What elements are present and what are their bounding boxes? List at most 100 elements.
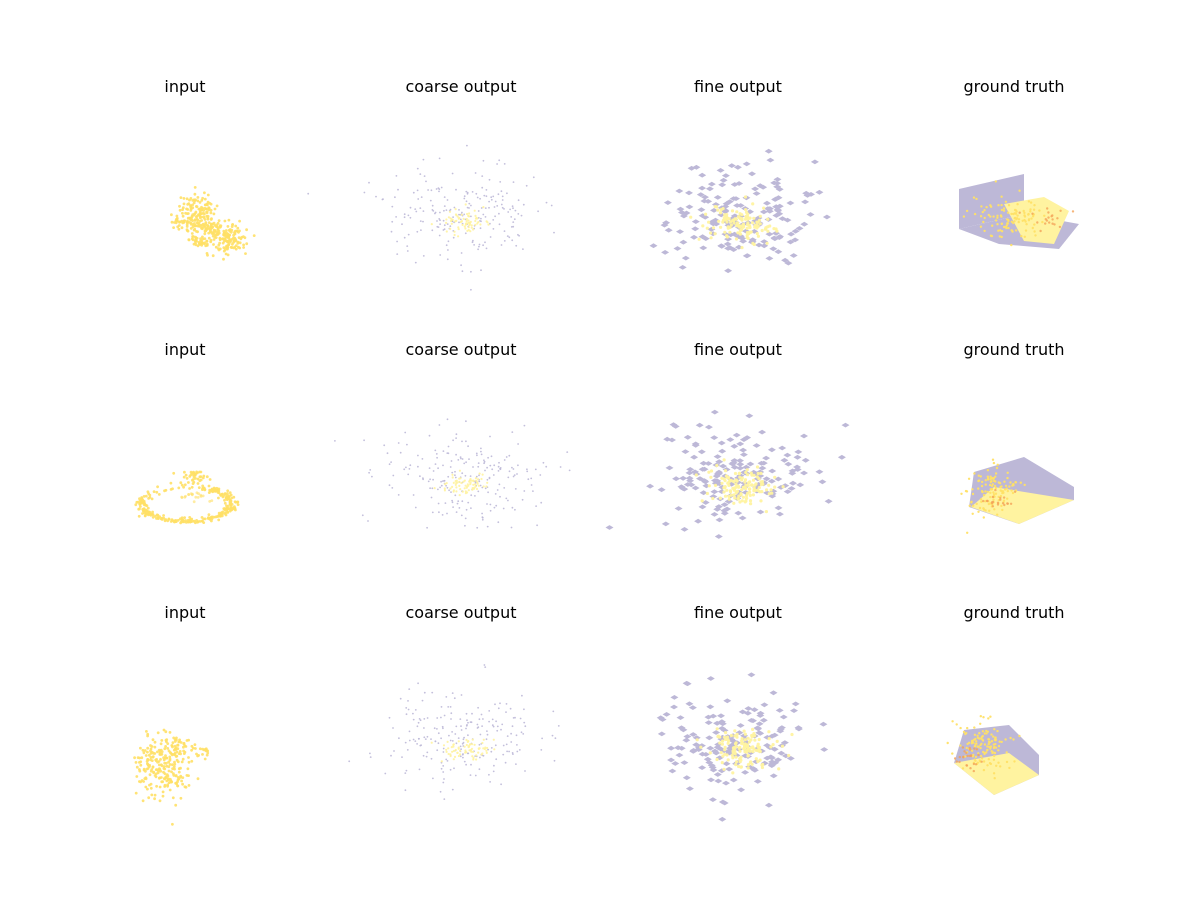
- input-point: [167, 760, 170, 764]
- fine-patch: [730, 182, 739, 187]
- coarse-point: [437, 502, 440, 505]
- coarse-point: [422, 210, 425, 212]
- fine-input-point: [709, 236, 713, 240]
- fine-patch: [672, 476, 681, 482]
- coarse-input-point: [473, 209, 476, 212]
- gt-highlight-point: [977, 753, 980, 757]
- point-cloud-plot: [605, 409, 850, 539]
- fine-patch: [710, 489, 719, 495]
- fine-patch: [704, 714, 713, 720]
- coarse-point: [553, 759, 556, 762]
- fine-patch: [685, 701, 694, 707]
- coarse-point: [512, 225, 515, 228]
- panel-input: input: [70, 340, 300, 554]
- input-point: [203, 218, 207, 221]
- fine-patch: [683, 434, 692, 440]
- coarse-point: [551, 734, 554, 737]
- input-point: [183, 516, 186, 519]
- fine-patch: [725, 766, 734, 772]
- coarse-input-point: [471, 750, 475, 753]
- fine-patch: [772, 213, 781, 218]
- coarse-point: [457, 459, 460, 461]
- input-point: [178, 204, 181, 208]
- fine-patch: [783, 452, 792, 458]
- coarse-input-point: [482, 738, 485, 741]
- fine-patch: [788, 470, 797, 476]
- gt-input-point: [987, 740, 991, 744]
- coarse-point: [451, 740, 454, 742]
- coarse-point: [451, 731, 453, 733]
- fine-input-point: [766, 229, 770, 233]
- coarse-input-point: [457, 746, 460, 749]
- fine-input-point: [738, 212, 742, 216]
- coarse-point: [476, 723, 479, 726]
- gt-input-point: [1027, 200, 1031, 203]
- coarse-point: [419, 744, 422, 747]
- coarse-point: [419, 220, 422, 222]
- input-point: [232, 233, 236, 237]
- fine-patch: [696, 476, 704, 481]
- input-point: [223, 238, 227, 242]
- coarse-point: [440, 706, 443, 708]
- fine-patch: [703, 756, 712, 762]
- input-point: [186, 208, 190, 211]
- coarse-input-point: [480, 753, 483, 756]
- fine-patch: [721, 173, 730, 178]
- input-point: [198, 220, 202, 223]
- coarse-point: [467, 721, 469, 724]
- gt-highlight-point: [958, 760, 961, 764]
- fine-patch: [711, 217, 720, 223]
- coarse-point: [505, 497, 508, 500]
- coarse-point: [446, 258, 449, 261]
- coarse-point: [523, 490, 526, 492]
- fine-patch: [776, 234, 784, 239]
- input-point: [167, 781, 171, 784]
- coarse-point: [461, 458, 464, 460]
- coarse-point: [470, 507, 472, 509]
- coarse-point: [454, 470, 456, 473]
- point-cloud-plot: [134, 470, 240, 525]
- coarse-input-point: [464, 490, 467, 493]
- fine-patch: [685, 470, 694, 476]
- fine-patch: [748, 238, 757, 244]
- input-point: [139, 505, 142, 508]
- fine-input-point: [724, 731, 728, 735]
- input-point: [213, 207, 217, 211]
- fine-input-point: [739, 492, 743, 496]
- fine-input-point: [719, 751, 723, 755]
- gt-input-point: [993, 754, 996, 758]
- coarse-point: [490, 455, 493, 458]
- fine-patch: [730, 443, 739, 449]
- fine-input-point: [770, 491, 774, 495]
- gt-input-point: [1007, 226, 1010, 230]
- coarse-point: [436, 225, 439, 228]
- fine-input-point: [745, 496, 749, 500]
- gt-input-point: [974, 759, 977, 762]
- fine-input-point: [744, 217, 748, 221]
- fine-patch: [692, 735, 701, 741]
- fine-input-point: [753, 483, 757, 487]
- coarse-point: [477, 462, 480, 464]
- fine-patch: [800, 221, 809, 227]
- coarse-point: [480, 450, 482, 453]
- coarse-input-point: [471, 738, 474, 741]
- input-point: [167, 769, 171, 773]
- fine-patch: [755, 721, 764, 727]
- gt-input-point: [1003, 488, 1007, 491]
- input-point: [156, 760, 159, 764]
- gt-input-point: [979, 746, 982, 750]
- fine-patch: [718, 799, 727, 805]
- input-point: [229, 245, 233, 249]
- fine-patch: [776, 726, 785, 732]
- fine-input-point: [713, 205, 717, 209]
- coarse-input-point: [474, 219, 477, 223]
- fine-input-point: [746, 763, 750, 767]
- gt-input-point: [946, 741, 949, 745]
- fine-patch: [770, 180, 779, 186]
- coarse-point: [434, 211, 437, 214]
- coarse-point: [459, 755, 462, 758]
- gt-input-point: [999, 486, 1002, 489]
- fine-input-point: [707, 484, 711, 488]
- input-point: [149, 513, 153, 517]
- coarse-point: [470, 288, 472, 291]
